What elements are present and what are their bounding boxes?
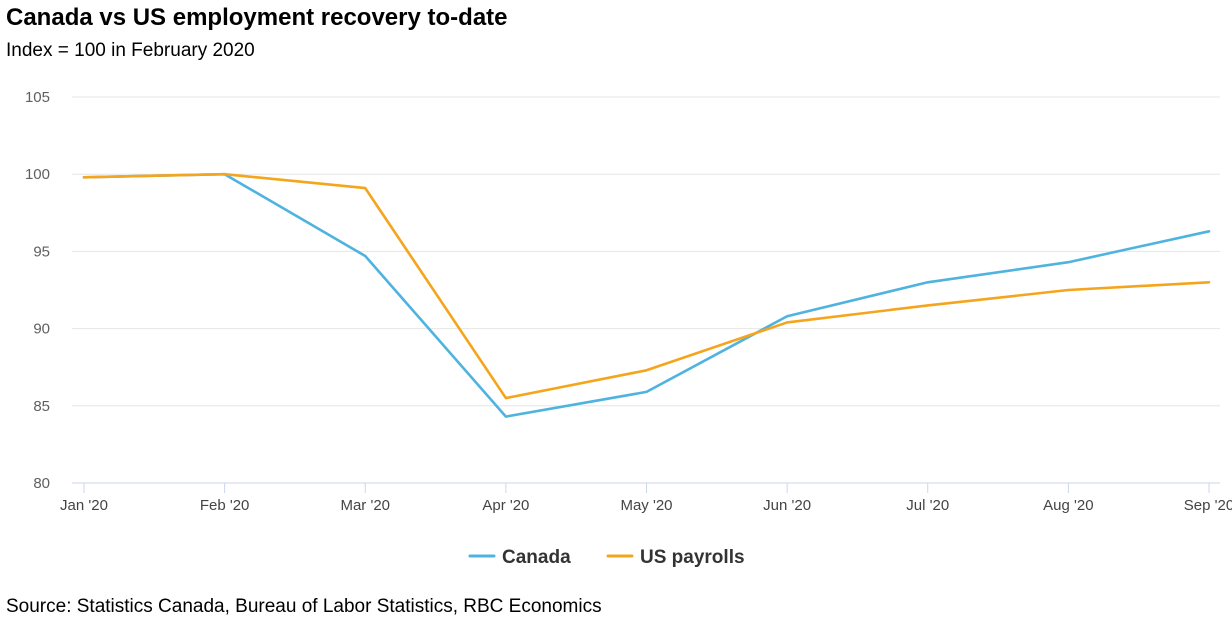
legend: Canada US payrolls xyxy=(468,547,745,568)
x-tick-label: Jul '20 xyxy=(906,497,949,514)
legend-item-canada[interactable]: Canada xyxy=(468,547,571,568)
y-tick-label: 90 xyxy=(33,321,50,338)
x-tick-label: Jun '20 xyxy=(763,497,811,514)
gridlines xyxy=(72,96,1220,484)
chart-subtitle: Index = 100 in February 2020 xyxy=(6,40,255,61)
legend-label: US payrolls xyxy=(640,547,745,568)
series-line-canada xyxy=(82,172,1211,418)
legend-label: Canada xyxy=(502,547,571,568)
x-tick-label: Apr '20 xyxy=(482,497,529,514)
x-tick-label: Aug '20 xyxy=(1043,497,1093,514)
legend-item-us-payrolls[interactable]: US payrolls xyxy=(606,547,745,568)
series-lines xyxy=(82,172,1211,418)
x-tick-label: Jan '20 xyxy=(60,497,108,514)
x-tick-label: Sep '20 xyxy=(1184,497,1232,514)
y-tick-label: 105 xyxy=(25,89,50,106)
chart-title: Canada vs US employment recovery to-date xyxy=(6,4,508,31)
x-tick-label: Mar '20 xyxy=(340,497,390,514)
y-tick-label: 85 xyxy=(33,398,50,415)
series-line-us-payrolls xyxy=(82,172,1211,400)
x-axis: Jan '20 Feb '20 Mar '20 Apr '20 May '20 Jun '… xyxy=(60,483,1232,514)
x-tick-label: May '20 xyxy=(620,497,672,514)
y-tick-label: 95 xyxy=(33,243,50,260)
line-chart: 80 85 90 95 100 105 Jan '20 Feb '20 Mar '20 Apr … xyxy=(25,89,1232,568)
x-tick-label: Feb '20 xyxy=(200,497,250,514)
y-axis-ticks: 80 85 90 95 100 105 xyxy=(25,89,50,492)
y-tick-label: 100 xyxy=(25,166,50,183)
y-tick-label: 80 xyxy=(33,475,50,492)
source-note: Source: Statistics Canada, Bureau of Lab… xyxy=(6,596,602,617)
